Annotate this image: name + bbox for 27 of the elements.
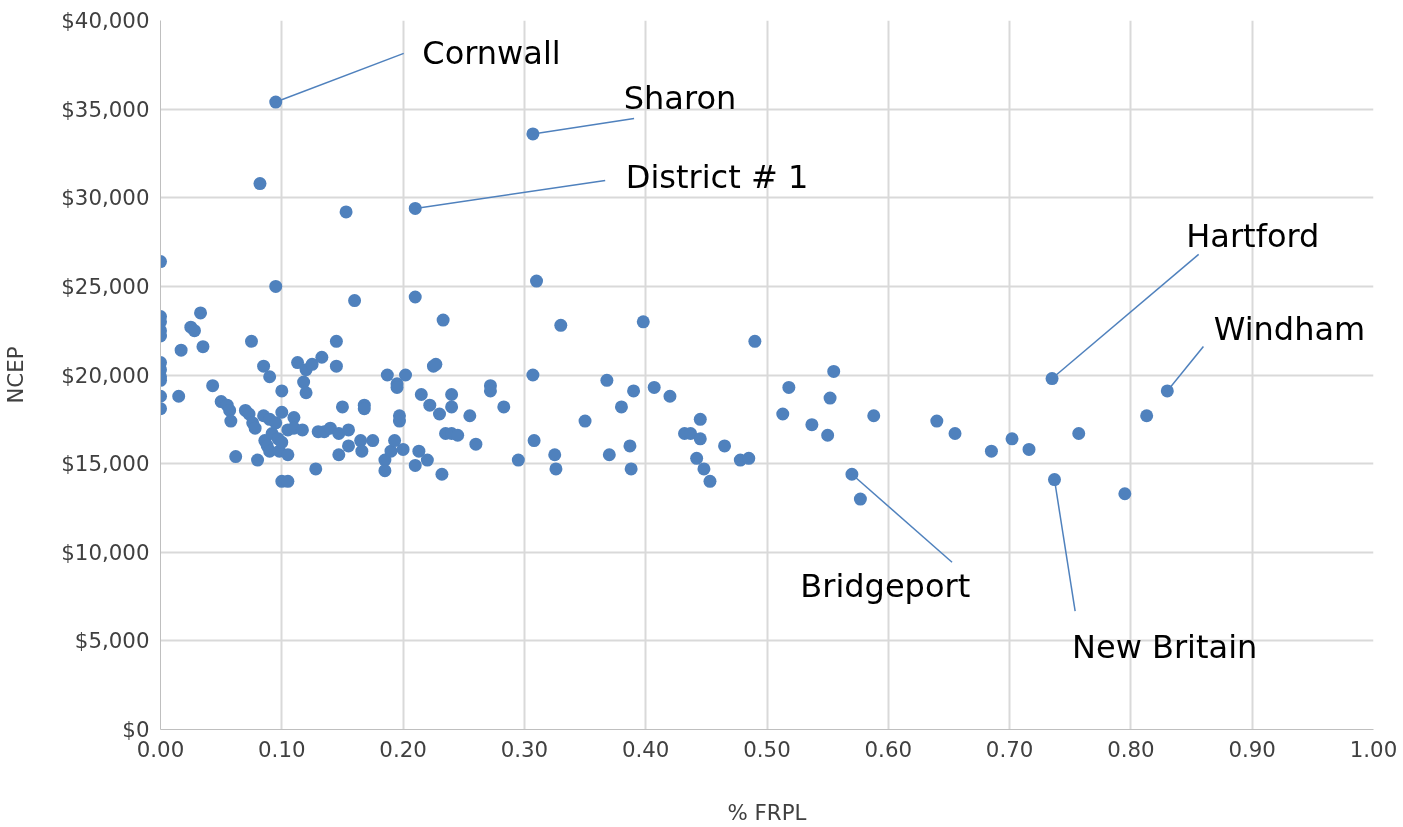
- y-tick-label: $20,000: [61, 362, 150, 388]
- y-tick-label: $25,000: [61, 273, 150, 299]
- annotation: District # 1: [625, 158, 809, 197]
- y-tick-label: $5,000: [74, 628, 150, 654]
- x-tick-label: 0.50: [743, 736, 791, 762]
- x-tick-label: 0.90: [1228, 736, 1276, 762]
- x-tick-label: 0.80: [1107, 736, 1155, 762]
- x-tick-label: 0.70: [985, 736, 1034, 762]
- x-tick-label: 1.00: [1349, 736, 1398, 762]
- annotation: New Britain: [1072, 628, 1258, 667]
- x-tick-label: 0.20: [379, 736, 427, 762]
- x-tick-label: 0.30: [500, 736, 549, 762]
- annotation: Cornwall: [422, 34, 561, 73]
- x-tick-label: 0.40: [621, 736, 670, 762]
- y-tick-label: $40,000: [61, 8, 150, 33]
- y-tick-label: $15,000: [61, 451, 150, 477]
- annotation: Hartford: [1186, 216, 1320, 255]
- annotation: Bridgeport: [800, 567, 971, 606]
- x-axis-title: % FRPL: [727, 799, 807, 825]
- annotation: Sharon: [623, 78, 737, 117]
- annotation: Windham: [1213, 309, 1366, 348]
- x-tick-label: 0.60: [864, 736, 913, 762]
- y-axis-title: NCEP: [3, 346, 29, 404]
- y-tick-label: $30,000: [61, 185, 150, 211]
- y-tick-label: $35,000: [61, 96, 150, 122]
- x-tick-label: 0.10: [258, 736, 306, 762]
- y-tick-label: $10,000: [61, 539, 150, 565]
